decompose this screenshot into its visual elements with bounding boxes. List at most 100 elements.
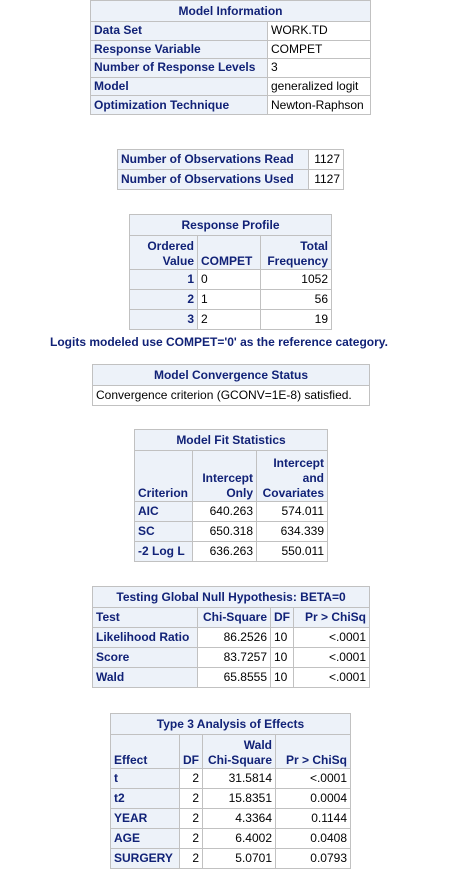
row-label: Number of Observations Read: [118, 150, 310, 170]
global-null-hypothesis-table: Testing Global Null Hypothesis: BETA=0 T…: [92, 586, 370, 688]
criterion-cell: -2 Log L: [135, 542, 193, 562]
p-value-cell: <.0001: [276, 769, 351, 789]
ordered-value-cell: 2: [130, 290, 198, 310]
test-cell: Wald: [93, 668, 198, 688]
criterion-cell: SC: [135, 522, 193, 542]
type3-analysis-table: Type 3 Analysis of Effects Effect DF Wal…: [110, 713, 351, 869]
header-line: Total: [300, 239, 328, 253]
chi-square-cell: 31.5814: [203, 769, 276, 789]
df-cell: 2: [180, 809, 203, 829]
criterion-cell: AIC: [135, 502, 193, 522]
row-value: 3: [268, 59, 371, 78]
df-cell: 10: [271, 628, 295, 648]
convergence-status-table: Model Convergence Status Convergence cri…: [92, 364, 370, 406]
column-header-total-frequency: Total Frequency: [261, 236, 332, 270]
column-header-intercept-only: Intercept Only: [193, 451, 257, 502]
column-header-chi-square: Chi-Square: [198, 608, 271, 628]
model-information-table: Model Information Data Set WORK.TD Respon…: [90, 0, 371, 115]
row-label: Number of Response Levels: [91, 59, 268, 78]
p-value-cell: 0.1144: [276, 809, 351, 829]
column-header-compet: COMPET: [198, 236, 261, 270]
column-header-df: DF: [271, 608, 295, 628]
chi-square-cell: 15.8351: [203, 789, 276, 809]
row-label: Response Variable: [91, 40, 268, 60]
column-header-p-value: Pr > ChiSq: [276, 735, 351, 769]
table-caption: Type 3 Analysis of Effects: [111, 714, 351, 735]
header-line: Chi-Square: [207, 753, 272, 767]
frequency-cell: 56: [261, 290, 332, 310]
column-header-test: Test: [93, 608, 198, 628]
column-header-effect: Effect: [111, 735, 180, 769]
column-header-intercept-and-covariates: Intercept and Covariates: [257, 451, 328, 502]
chi-square-cell: 86.2526: [198, 628, 271, 648]
header-line: Intercept: [273, 456, 324, 470]
row-value: 1127: [309, 170, 344, 190]
compet-cell: 1: [198, 290, 261, 310]
observations-table: Number of Observations Read 1127 Number o…: [117, 149, 344, 190]
df-cell: 2: [180, 829, 203, 849]
row-value: WORK.TD: [268, 22, 371, 41]
chi-square-cell: 4.3364: [203, 809, 276, 829]
effect-cell: SURGERY: [111, 849, 180, 869]
p-value-cell: <.0001: [294, 628, 370, 648]
table-caption: Model Convergence Status: [93, 365, 370, 386]
header-line: Intercept: [202, 471, 253, 485]
ordered-value-cell: 3: [130, 310, 198, 330]
response-profile-table: Response Profile Ordered Value COMPET Tot…: [129, 214, 332, 330]
p-value-cell: <.0001: [294, 648, 370, 668]
row-value: 1127: [309, 150, 344, 170]
table-caption: Model Information: [91, 1, 371, 22]
column-header-criterion: Criterion: [135, 451, 193, 502]
effect-cell: YEAR: [111, 809, 180, 829]
table-caption: Testing Global Null Hypothesis: BETA=0: [93, 587, 370, 608]
test-cell: Likelihood Ratio: [93, 628, 198, 648]
df-cell: 2: [180, 789, 203, 809]
row-value: generalized logit: [268, 77, 371, 97]
intercept-only-cell: 636.263: [193, 542, 257, 562]
p-value-cell: <.0001: [294, 668, 370, 688]
header-line: Frequency: [267, 254, 328, 268]
column-header-ordered-value: Ordered Value: [130, 236, 198, 270]
frequency-cell: 1052: [261, 270, 332, 290]
df-cell: 2: [180, 849, 203, 869]
compet-cell: 2: [198, 310, 261, 330]
covariates-cell: 550.011: [257, 542, 328, 562]
test-cell: Score: [93, 648, 198, 668]
p-value-cell: 0.0004: [276, 789, 351, 809]
column-header-df: DF: [180, 735, 203, 769]
frequency-cell: 19: [261, 310, 332, 330]
ordered-value-cell: 1: [130, 270, 198, 290]
model-fit-statistics-table: Model Fit Statistics Criterion Intercept…: [134, 429, 328, 562]
effect-cell: t2: [111, 789, 180, 809]
convergence-message: Convergence criterion (GCONV=1E-8) satis…: [93, 386, 370, 406]
p-value-cell: 0.0408: [276, 829, 351, 849]
chi-square-cell: 6.4002: [203, 829, 276, 849]
covariates-cell: 574.011: [257, 502, 328, 522]
chi-square-cell: 5.0701: [203, 849, 276, 869]
table-caption: Model Fit Statistics: [135, 430, 328, 451]
covariates-cell: 634.339: [257, 522, 328, 542]
header-line: Covariates: [262, 486, 324, 500]
header-line: Wald: [243, 738, 272, 752]
header-line: Ordered: [147, 239, 194, 253]
row-value: COMPET: [268, 40, 371, 60]
header-line: Value: [162, 254, 194, 268]
intercept-only-cell: 640.263: [193, 502, 257, 522]
df-cell: 2: [180, 769, 203, 789]
effect-cell: AGE: [111, 829, 180, 849]
row-label: Model: [91, 77, 268, 97]
row-label: Optimization Technique: [91, 96, 268, 115]
row-label: Data Set: [91, 22, 268, 41]
logits-reference-note: Logits modeled use COMPET='0' as the ref…: [50, 335, 388, 349]
chi-square-cell: 65.8555: [198, 668, 271, 688]
df-cell: 10: [271, 648, 295, 668]
row-label: Number of Observations Used: [118, 170, 310, 190]
row-value: Newton-Raphson: [268, 96, 371, 115]
header-line: Only: [226, 486, 253, 500]
table-caption: Response Profile: [130, 215, 332, 236]
df-cell: 10: [271, 668, 295, 688]
intercept-only-cell: 650.318: [193, 522, 257, 542]
column-header-p-value: Pr > ChiSq: [294, 608, 370, 628]
column-header-wald-chi-square: Wald Chi-Square: [203, 735, 276, 769]
chi-square-cell: 83.7257: [198, 648, 271, 668]
